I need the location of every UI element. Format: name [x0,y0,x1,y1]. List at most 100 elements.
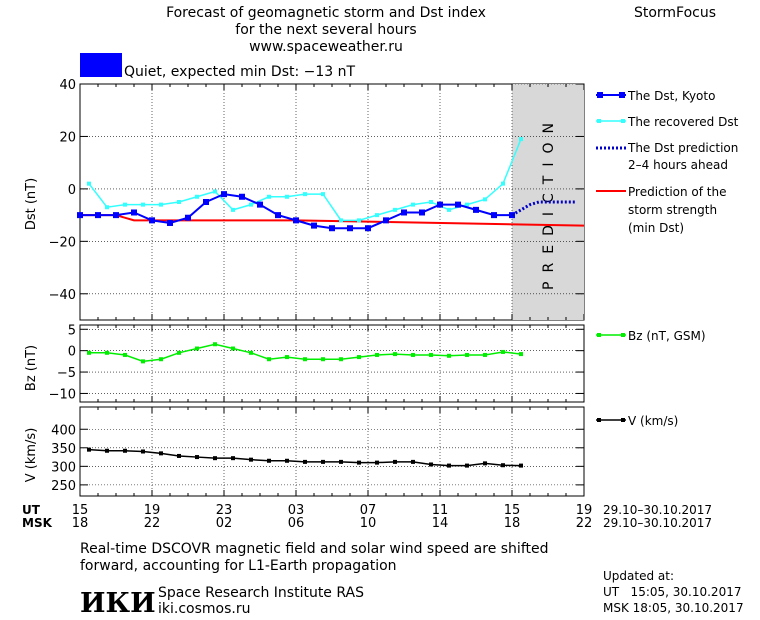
legend-marker-v [597,418,601,422]
data-point [249,202,253,207]
y-tick-label: 400 [51,423,76,438]
y-tick-label: 350 [51,442,76,457]
updated-label: Updated at: [603,569,674,583]
status-text: Quiet, expected min Dst: −13 nT [124,64,356,80]
legend-item-bz: Bz (nT, GSM) [596,329,706,343]
legend-marker-bz [621,333,625,337]
legend-item-dst-prediction: The Dst prediction 2–4 hours ahead [596,141,738,172]
ut-tick-label: 19 [144,503,161,518]
legend-marker-recovered-dst [621,119,625,123]
legend-marker-v [621,418,625,422]
data-point [329,225,335,232]
msk-tick-label: 22 [144,516,161,531]
data-point [221,191,227,198]
data-point [267,458,271,463]
data-point [383,217,389,224]
data-point [339,357,343,362]
bz-panel: 5 0 −5 −10 Bz (nT) [24,323,585,402]
data-point [365,225,371,232]
y-tick-label: −20 [49,235,76,250]
data-point [375,352,379,357]
data-point [375,460,379,465]
panel-frame [79,324,585,403]
data-point [339,459,343,464]
msk-tick-label: 18 [504,516,521,531]
bz-points [87,342,523,364]
data-point [213,456,217,461]
data-point [393,352,397,357]
data-point [105,205,109,210]
data-point [267,357,271,362]
data-point [447,207,451,212]
data-point [357,460,361,465]
bz-gridlines [79,325,585,402]
dst-gridlines [79,83,585,320]
msk-date-range: 29.10–30.10.2017 [603,516,712,530]
data-point [285,355,289,360]
data-point [419,209,425,216]
y-tick-label: −10 [49,387,76,402]
data-point [321,357,325,362]
ut-tick-label: 15 [72,503,89,518]
data-point [483,197,487,202]
data-point [141,449,145,454]
legend-label-dst-kyoto: The Dst, Kyoto [627,89,715,103]
data-point [275,212,281,219]
data-point [411,459,415,464]
panel-frame [79,406,585,497]
data-point [239,193,245,200]
data-point [483,461,487,466]
legend-marker-bz [597,333,601,337]
data-point [231,456,235,461]
ut-tick-label: 15 [504,503,521,518]
data-point [429,200,433,204]
y-tick-label: 0 [68,183,76,198]
msk-axis-label: MSK [22,516,53,530]
data-point [483,352,487,357]
data-point [105,448,109,453]
v-y-ticks: 400 350 300 250 [51,423,584,494]
legend-label-storm-strength-1: Prediction of the [628,185,727,199]
data-point [159,357,163,362]
data-point [465,202,469,207]
data-point [393,459,397,464]
data-point [177,200,181,204]
legend-label-dst-prediction-2: 2–4 hours ahead [628,158,728,172]
data-point [411,202,415,207]
prediction-band [512,84,584,320]
data-point [347,225,353,232]
legend-marker-recovered-dst [597,119,601,123]
data-point [339,218,343,223]
ut-date-range: 29.10–30.10.2017 [603,503,712,517]
data-point [177,350,181,355]
data-point [195,194,199,199]
data-point [285,194,289,199]
data-point [321,192,325,197]
data-point [257,201,263,208]
data-point [159,451,163,456]
footer-note-line-1: Real-time DSCOVR magnetic field and sola… [80,541,549,557]
data-point [357,218,361,223]
data-point [501,349,505,354]
title-line-1: Forecast of geomagnetic storm and Dst in… [166,5,486,21]
data-point [447,463,451,468]
data-point [357,355,361,360]
data-point [123,352,127,357]
msk-tick-label: 02 [216,516,233,531]
v-y-axis-label: V (km/s) [24,428,39,483]
ut-axis-label: UT [22,503,41,517]
ut-tick-label: 07 [360,503,377,518]
y-tick-label: 300 [51,460,76,475]
data-point [429,462,433,467]
data-point [519,463,523,468]
data-point [249,350,253,355]
y-tick-label: 250 [51,479,76,494]
v-panel: 400 350 300 250 V (km/s) [24,407,585,496]
data-point [123,448,127,453]
institute-site: iki.cosmos.ru [158,601,250,617]
data-point [501,181,505,186]
data-point [177,453,181,458]
institute-name: Space Research Institute RAS [158,585,364,601]
